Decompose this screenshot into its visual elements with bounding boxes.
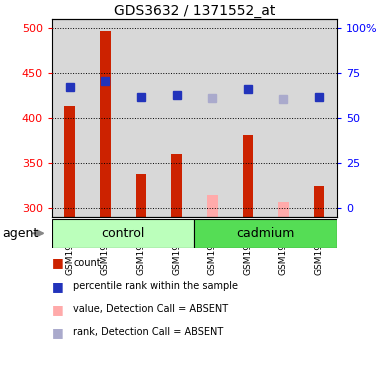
Bar: [64, 106, 75, 217]
Bar: [278, 202, 289, 217]
Text: ■: ■: [52, 326, 64, 339]
Bar: [159, 19, 194, 217]
Bar: [314, 186, 325, 217]
Bar: [243, 135, 253, 217]
Bar: [123, 19, 159, 217]
Title: GDS3632 / 1371552_at: GDS3632 / 1371552_at: [114, 4, 275, 18]
Text: rank, Detection Call = ABSENT: rank, Detection Call = ABSENT: [73, 327, 223, 337]
Bar: [171, 154, 182, 217]
Bar: [52, 19, 88, 217]
Bar: [194, 19, 230, 217]
Text: control: control: [102, 227, 145, 240]
Bar: [301, 19, 337, 217]
Bar: [194, 219, 337, 248]
Text: count: count: [73, 258, 101, 268]
Bar: [100, 31, 111, 217]
Bar: [136, 174, 146, 217]
Text: ■: ■: [52, 280, 64, 293]
Text: ■: ■: [52, 303, 64, 316]
Text: agent: agent: [3, 227, 39, 240]
Bar: [230, 19, 266, 217]
Bar: [88, 19, 123, 217]
Bar: [266, 19, 301, 217]
Text: cadmium: cadmium: [236, 227, 295, 240]
Bar: [207, 195, 218, 217]
Bar: [52, 219, 194, 248]
Text: value, Detection Call = ABSENT: value, Detection Call = ABSENT: [73, 304, 228, 314]
Text: ■: ■: [52, 257, 64, 270]
Text: percentile rank within the sample: percentile rank within the sample: [73, 281, 238, 291]
